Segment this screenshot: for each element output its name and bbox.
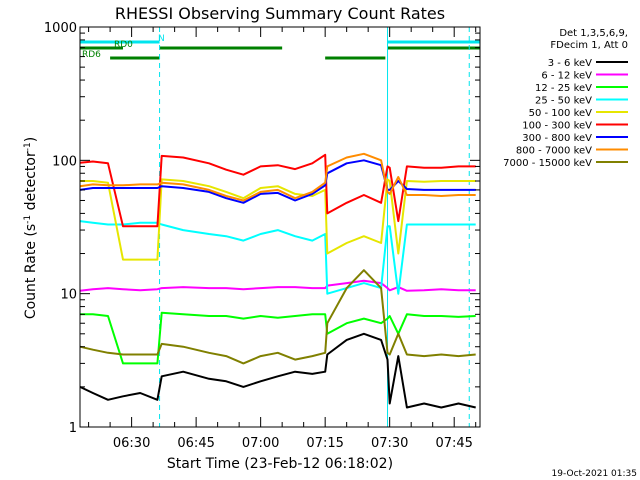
series-line-2 <box>80 311 476 365</box>
legend-entry-label: 3 - 6 keV <box>548 58 592 69</box>
flag-label-rd0: RD0 <box>114 40 133 50</box>
x-tick-label: 07:00 <box>242 436 279 451</box>
y-axis-label: Count Rate (s-1 detector-1) <box>23 137 39 319</box>
y-axis-label-part2: detector <box>23 151 39 215</box>
legend-entry-label: 12 - 25 keV <box>535 83 592 94</box>
flag-label-rd6: RD6 <box>82 50 101 60</box>
x-tick-label: 06:30 <box>113 436 150 451</box>
legend-header-line: Det 1,3,5,6,9, <box>559 28 628 39</box>
flag-label-n: N <box>158 34 165 44</box>
y-axis-label-part1: Count Rate (s <box>23 224 39 319</box>
series-line-1 <box>79 279 476 292</box>
x-axis-ticks: 06:30 06:45 07:00 07:15 07:30 07:45 <box>88 27 477 451</box>
y-axis-label-part3: ) <box>23 137 39 142</box>
legend-entry-label: 50 - 100 keV <box>529 108 593 119</box>
chart-title: RHESSI Observing Summary Count Rates <box>115 4 445 23</box>
x-axis-label: Start Time (23-Feb-12 06:18:02) <box>167 456 393 472</box>
legend: Det 1,3,5,6,9,FDecim 1, Att 0 3 - 6 keV 6 … <box>503 28 628 169</box>
y-axis-ticks: 1 10 100 1000 <box>44 21 480 436</box>
series-line-3 <box>79 220 476 295</box>
y-tick-label: 1 <box>69 421 77 436</box>
series-line-4 <box>80 178 476 261</box>
y-tick-label: 1000 <box>44 21 77 36</box>
legend-entry-label: 25 - 50 keV <box>535 96 592 107</box>
series-line-7 <box>79 152 476 202</box>
y-tick-label: 10 <box>60 288 77 303</box>
series-line-0 <box>79 332 476 409</box>
x-tick-label: 07:30 <box>371 436 408 451</box>
legend-entry-label: 6 - 12 keV <box>541 71 592 82</box>
series-line-5 <box>79 153 476 228</box>
legend-entry-label: 800 - 7000 keV <box>516 146 592 157</box>
y-axis-label-sup1: -1 <box>23 215 33 224</box>
legend-entry-label: 7000 - 15000 keV <box>503 158 592 169</box>
x-tick-label: 06:45 <box>177 436 214 451</box>
x-tick-label: 07:15 <box>306 436 343 451</box>
legend-header-line: FDecim 1, Att 0 <box>550 40 628 51</box>
y-axis-label-sup2: -1 <box>23 142 33 151</box>
flag-bars: N RD0 RD6 <box>80 34 480 60</box>
footer-date: 19-Oct-2021 01:35 <box>552 469 637 479</box>
y-tick-label: 100 <box>52 154 77 169</box>
data-series <box>79 152 476 409</box>
x-tick-label: 07:45 <box>435 436 472 451</box>
legend-entry-label: 300 - 800 keV <box>522 133 592 144</box>
plot-frame <box>79 26 481 428</box>
legend-entry-label: 100 - 300 keV <box>522 121 592 132</box>
series-line-8 <box>79 269 476 365</box>
night-boundary-lines <box>159 27 470 427</box>
